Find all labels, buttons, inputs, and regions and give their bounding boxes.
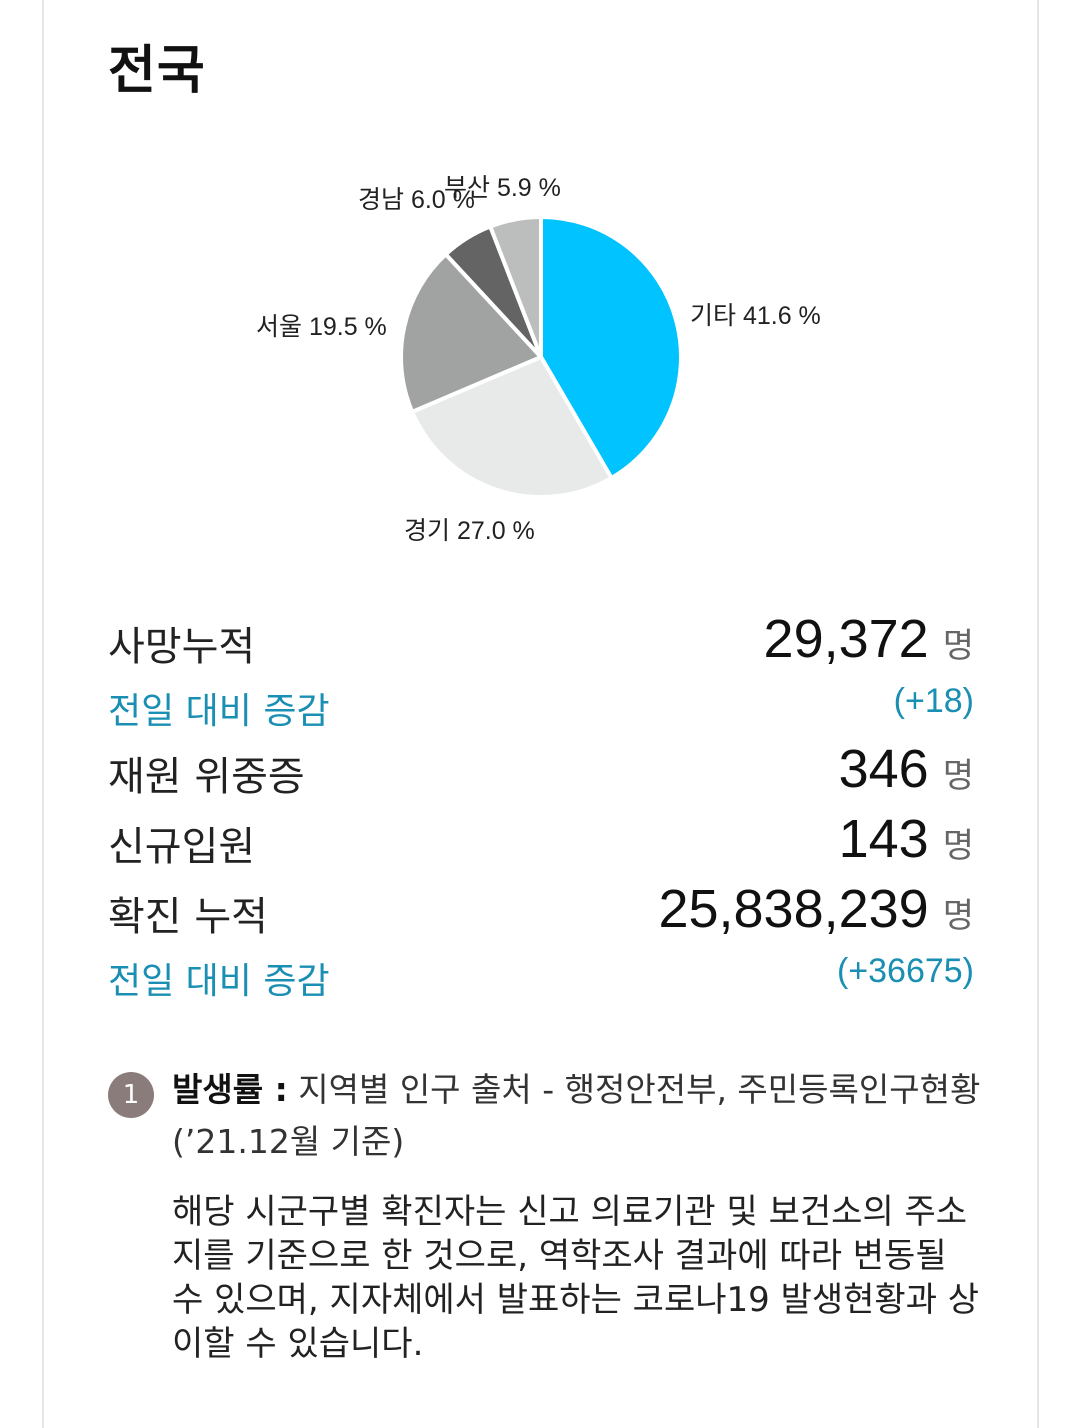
stat-row-confirmed: 확진 누적 25,838,239 명 <box>108 878 974 948</box>
page-title: 전국 <box>108 41 206 101</box>
deaths-change-value: (+18) <box>893 682 974 720</box>
footnote-detail: 해당 시군구별 확진자는 신고 의료기관 및 보건소의 주소지를 기준으로 한 … <box>172 1192 980 1364</box>
new-admissions-label: 신규입원 <box>108 824 256 870</box>
pie-slice-other <box>539 215 683 480</box>
pie-chart-svg <box>399 215 683 499</box>
confirmed-unit: 명 <box>942 896 974 936</box>
critical-label: 재원 위중증 <box>108 754 305 800</box>
content-border-left <box>42 0 44 1428</box>
stat-row-deaths-change: 전일 대비 증감 (+18) <box>108 678 974 738</box>
critical-value: 346 <box>838 739 929 799</box>
slice-label-seoul: 서울 19.5 % <box>256 313 387 341</box>
deaths-value: 29,372 <box>763 609 929 669</box>
new-admissions-unit: 명 <box>942 826 974 866</box>
pie-slice-busan <box>488 215 543 359</box>
deaths-label: 사망누적 <box>108 624 256 670</box>
stat-row-new-admissions: 신규입원 143 명 <box>108 808 974 878</box>
deaths-change-label: 전일 대비 증감 <box>108 691 330 732</box>
stat-row-critical: 재원 위중증 346 명 <box>108 738 974 808</box>
stat-row-confirmed-change: 전일 대비 증감 (+36675) <box>108 948 974 1008</box>
confirmed-change-value: (+36675) <box>836 952 974 990</box>
deaths-unit: 명 <box>942 626 974 666</box>
footnote-title: 발생률 : <box>172 1070 288 1109</box>
footnote-number-badge: 1 <box>108 1072 154 1118</box>
footnote-source-text: 지역별 인구 출처 - 행정안전부, 주민등록인구현황 (’21.12월 기준) <box>172 1070 981 1161</box>
critical-unit: 명 <box>942 756 974 796</box>
footnote-source: 발생률 : 지역별 인구 출처 - 행정안전부, 주민등록인구현황 (’21.1… <box>172 1064 992 1168</box>
confirmed-change-label: 전일 대비 증감 <box>108 961 330 1002</box>
slice-label-other: 기타 41.6 % <box>690 302 821 330</box>
confirmed-value: 25,838,239 <box>658 879 929 939</box>
slice-label-busan: 부산 5.9 % <box>444 174 561 202</box>
confirmed-label: 확진 누적 <box>108 894 268 940</box>
content-border-right <box>1037 0 1039 1428</box>
pie-chart: 기타 41.6 % 경기 27.0 % 서울 19.5 % 경남 6.0 % 부… <box>0 0 1079 580</box>
pie-slice-seoul <box>399 252 543 414</box>
slice-label-gyeonggi: 경기 27.0 % <box>404 517 535 545</box>
slice-label-gyeongnam: 경남 6.0 % <box>358 186 475 214</box>
stat-row-deaths: 사망누적 29,372 명 <box>108 608 974 678</box>
stats-panel: 사망누적 29,372 명 전일 대비 증감 (+18) 재원 위중증 346 … <box>108 608 974 1008</box>
new-admissions-value: 143 <box>838 809 929 869</box>
